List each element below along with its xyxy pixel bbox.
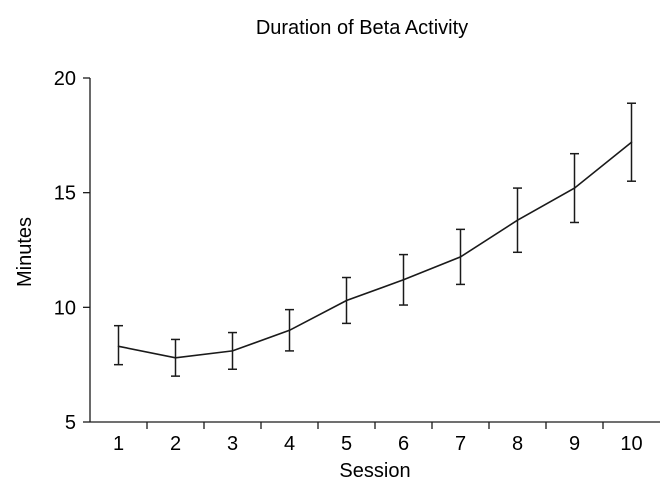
y-tick-label: 10 [54, 297, 76, 319]
data-point [288, 329, 291, 332]
plot-area [114, 102, 636, 377]
data-point [573, 187, 576, 189]
x-tick-label: 3 [227, 433, 238, 455]
data-point [117, 345, 120, 348]
data-point [459, 256, 462, 258]
data-point [345, 299, 348, 302]
error-bar [342, 276, 351, 325]
y-tick-label: 20 [54, 68, 76, 90]
data-point [174, 356, 177, 359]
error-bar [513, 187, 522, 254]
error-bar [114, 324, 123, 366]
x-tick-label: 9 [569, 433, 580, 455]
data-point [402, 279, 405, 281]
series-line [118, 141, 633, 359]
x-tick-label: 10 [620, 433, 642, 455]
x-axis-ticks: 1 2 3 4 5 6 7 8 9 10 [113, 422, 643, 455]
x-tick-label: 1 [113, 433, 124, 455]
y-tick-label: 15 [54, 183, 76, 205]
data-point [231, 350, 234, 352]
x-tick-label: 2 [170, 433, 181, 455]
y-axis-label: Minutes [14, 217, 36, 287]
x-axis-label: Session [339, 460, 410, 482]
x-tick-label: 8 [512, 433, 523, 455]
data-point [516, 219, 519, 221]
y-axis-ticks: 5 10 15 20 [54, 68, 90, 434]
chart-title: Duration of Beta Activity [256, 17, 468, 39]
x-tick-label: 4 [284, 433, 295, 455]
y-tick-label: 5 [65, 412, 76, 434]
error-bar [627, 102, 636, 182]
error-bar [228, 331, 237, 371]
x-tick-label: 5 [341, 433, 352, 455]
data-point [630, 141, 633, 144]
x-tick-label: 7 [455, 433, 466, 455]
error-bar [570, 152, 579, 224]
error-bar [285, 308, 294, 352]
x-tick-label: 6 [398, 433, 409, 455]
error-bar [171, 338, 180, 377]
error-bar [456, 228, 465, 286]
error-bar [399, 253, 408, 306]
